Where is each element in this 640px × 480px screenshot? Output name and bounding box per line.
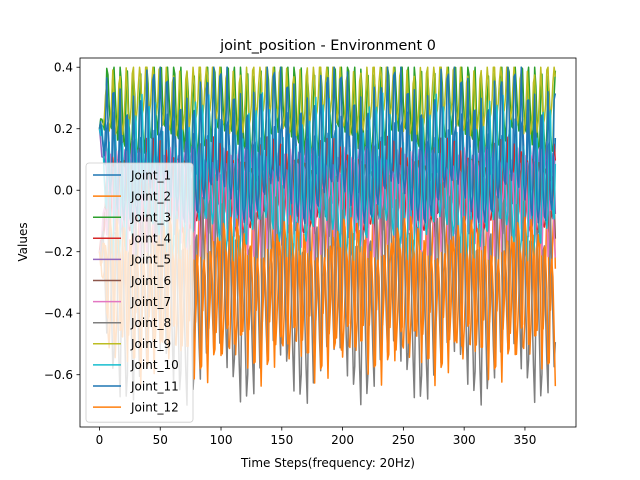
legend-label: Joint_8 [130,316,171,330]
y-axis-label: Values [16,222,30,261]
legend-label: Joint_9 [130,337,171,351]
legend-label: Joint_6 [130,274,171,288]
x-axis: 0 50 100 150 200 250 300 350 [96,427,536,447]
legend-label: Joint_7 [130,295,171,309]
x-tick-label: 150 [270,433,293,447]
x-tick-label: 250 [392,433,415,447]
x-tick-label: 300 [453,433,476,447]
series-line-joint-9 [98,66,557,137]
y-axis: −0.6 −0.4 −0.2 0.0 0.2 0.4 [44,61,80,382]
y-tick-label: 0.4 [54,61,73,75]
legend: Joint_1 Joint_2 Joint_3 Joint_4 Joint_5 Joint… [85,162,194,423]
x-axis-label: Time Steps(frequency: 20Hz) [240,456,415,470]
y-tick-label: 0.2 [54,122,73,136]
x-tick-label: 100 [210,433,233,447]
y-tick-label: 0.0 [54,184,73,198]
x-tick-label: 350 [513,433,536,447]
x-tick-label: 200 [331,433,354,447]
plot-frame [79,57,577,428]
x-tick-label: 0 [96,433,104,447]
legend-label: Joint_2 [130,189,171,203]
y-tick-label: −0.2 [44,245,73,259]
legend-label: Joint_11 [130,379,179,393]
legend-label: Joint_10 [130,358,179,372]
legend-label: Joint_12 [130,400,179,414]
legend-label: Joint_4 [130,232,171,246]
legend-label: Joint_1 [130,168,171,182]
legend-label: Joint_3 [130,211,171,225]
legend-label: Joint_5 [130,253,171,267]
chart-title: joint_position - Environment 0 [219,38,436,54]
legend-box [85,162,194,423]
y-tick-label: −0.6 [44,368,73,382]
x-tick-label: 50 [153,433,168,447]
y-tick-label: −0.4 [44,307,73,321]
